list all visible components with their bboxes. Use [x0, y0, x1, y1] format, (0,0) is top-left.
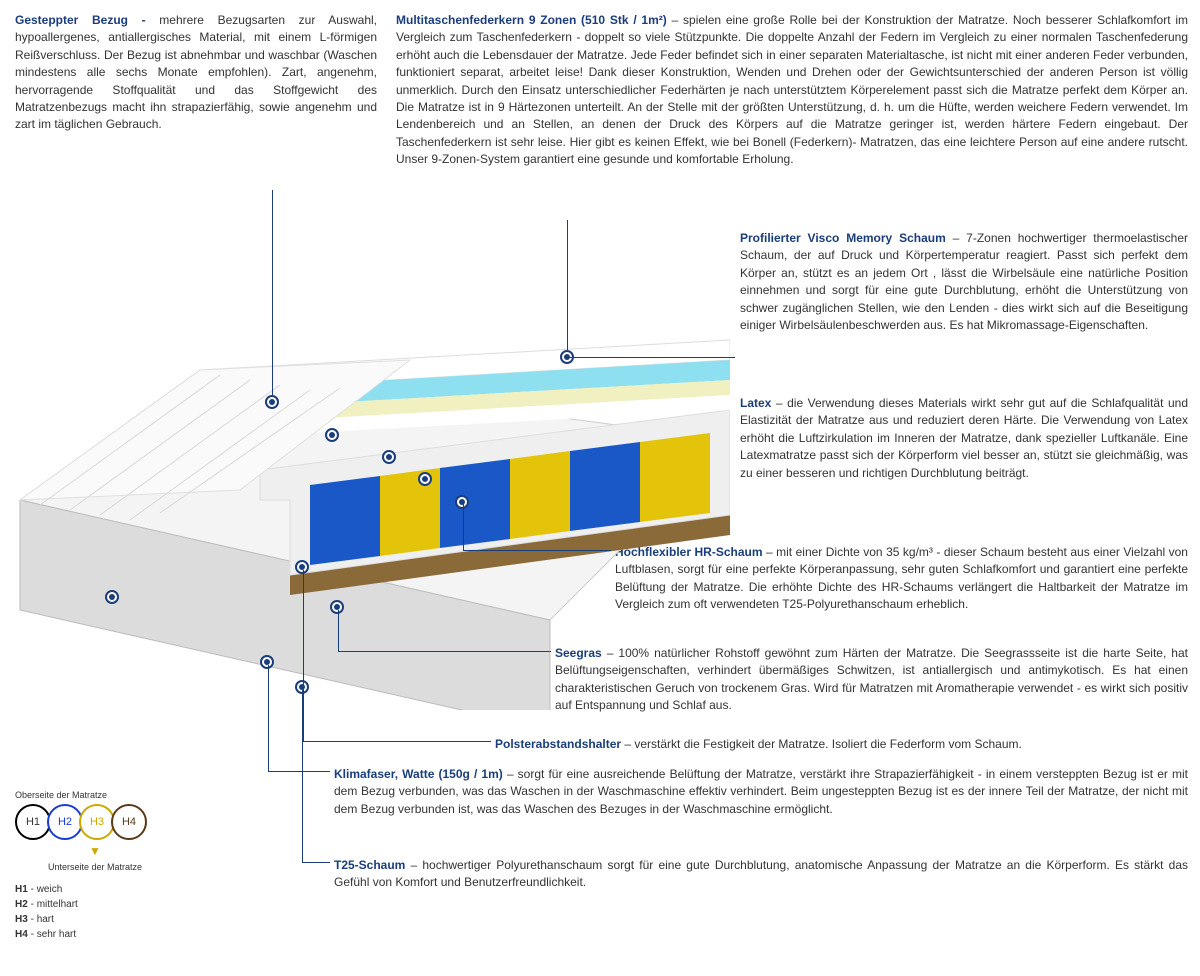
dot-seagrass [330, 600, 344, 614]
h1-key: H1 [15, 884, 28, 895]
dot-visco [325, 428, 339, 442]
springs-title: Multitaschenfederkern 9 Zonen (510 Stk /… [396, 13, 672, 27]
dot-springs1 [455, 495, 469, 509]
circle-h3: H3 [79, 804, 115, 840]
visco-body: – 7-Zonen hochwertiger thermoelastischer… [740, 231, 1188, 332]
dot-klimafaser [260, 655, 274, 669]
t25-body: – hochwertiger Polyurethanschaum sorgt f… [334, 858, 1188, 889]
spacer-block: Polsterabstandshalter – verstärkt die Fe… [495, 736, 1188, 753]
legend-arrow: ▼ [15, 844, 175, 858]
dot-spacer [295, 560, 309, 574]
h3-def: hart [37, 914, 54, 925]
springs-body: – spielen eine große Rolle bei der Konst… [396, 13, 1188, 166]
circle-h1: H1 [15, 804, 51, 840]
latex-body: – die Verwendung dieses Materials wirkt … [740, 396, 1188, 480]
cover-body: mehrere Bezugsarten zur Auswahl, hypoall… [15, 13, 377, 131]
h3-key: H3 [15, 914, 28, 925]
t25-title: T25-Schaum [334, 858, 411, 872]
firmness-legend: Oberseite der Matratze H1 H2 H3 H4 ▼ Unt… [15, 790, 215, 942]
circle-h2: H2 [47, 804, 83, 840]
klimafaser-title: Klimafaser, Watte (150g / 1m) [334, 767, 507, 781]
visco-block: Profilierter Visco Memory Schaum – 7-Zon… [740, 230, 1188, 334]
legend-bottom-label: Unterseite der Matratze [15, 862, 175, 872]
dot-latex [382, 450, 396, 464]
spacer-title: Polsterabstandshalter [495, 737, 624, 751]
circle-h4: H4 [111, 804, 147, 840]
springs-block: Multitaschenfederkern 9 Zonen (510 Stk /… [396, 12, 1188, 169]
legend-top-label: Oberseite der Matratze [15, 790, 215, 800]
dot-left [105, 590, 119, 604]
spacer-body: – verstärkt die Festigkeit der Matratze.… [624, 737, 1021, 751]
h2-def: mittelhart [37, 899, 78, 910]
dot-cover [265, 395, 279, 409]
t25-block: T25-Schaum – hochwertiger Polyurethansch… [334, 857, 1188, 892]
h1-def: weich [37, 884, 63, 895]
h4-key: H4 [15, 929, 28, 940]
mattress-diagram [10, 290, 730, 710]
cover-block: Gesteppter Bezug - mehrere Bezugsarten z… [15, 12, 377, 134]
visco-title: Profilierter Visco Memory Schaum [740, 231, 953, 245]
cover-title: Gesteppter Bezug - [15, 13, 159, 27]
latex-block: Latex – die Verwendung dieses Materials … [740, 395, 1188, 482]
legend-definitions: H1 - weich H2 - mittelhart H3 - hart H4 … [15, 882, 215, 942]
dot-hr [418, 472, 432, 486]
h2-key: H2 [15, 899, 28, 910]
latex-title: Latex [740, 396, 776, 410]
h4-def: sehr hart [37, 929, 76, 940]
legend-circles: H1 H2 H3 H4 [15, 804, 215, 840]
klimafaser-block: Klimafaser, Watte (150g / 1m) – sorgt fü… [334, 766, 1188, 818]
